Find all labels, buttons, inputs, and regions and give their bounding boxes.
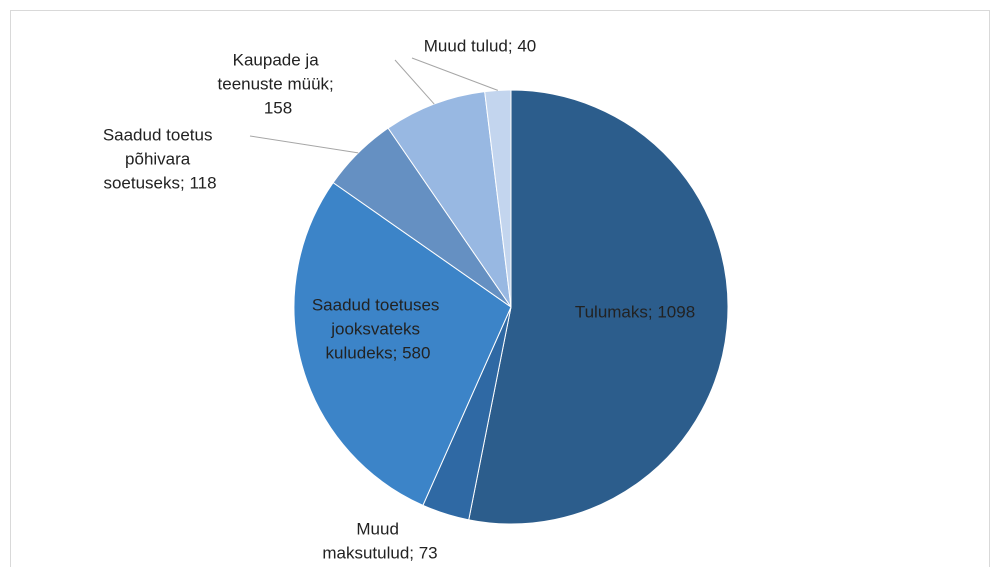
data-label: Muud maksutulud; 73 bbox=[322, 519, 437, 562]
data-label: Tulumaks; 1098 bbox=[575, 302, 695, 321]
data-label: Muud tulud; 40 bbox=[424, 36, 536, 55]
label-line: Muud tulud; 40 bbox=[424, 36, 536, 55]
data-label: Kaupade ja teenuste müük; 158 bbox=[218, 50, 339, 117]
label-line: 158 bbox=[264, 98, 292, 117]
label-line: Kaupade ja bbox=[233, 50, 324, 69]
leader-line bbox=[394, 59, 435, 105]
label-line: jooksvateks bbox=[330, 319, 425, 338]
label-line: kuludeks; 580 bbox=[326, 343, 431, 362]
data-label: Saadud toetuses jooksvateks kuludeks; 58… bbox=[312, 295, 444, 362]
label-line: Tulumaks; 1098 bbox=[575, 302, 695, 321]
label-line: teenuste müük; bbox=[218, 74, 339, 93]
pie-slice bbox=[387, 91, 512, 308]
leader-line bbox=[411, 57, 498, 91]
pie-slice bbox=[293, 181, 512, 506]
pie-slice bbox=[484, 89, 512, 308]
label-line: soetuseks; 118 bbox=[103, 173, 216, 192]
label-line: Muud bbox=[356, 519, 403, 538]
data-label: Saadud toetus põhivara soetuseks; 118 bbox=[103, 125, 217, 192]
leader-line bbox=[249, 135, 359, 154]
pie-slice bbox=[468, 89, 729, 525]
label-line: Saadud toetuses bbox=[312, 295, 444, 314]
label-line: maksutulud; 73 bbox=[322, 543, 437, 562]
label-line: põhivara bbox=[125, 149, 195, 168]
label-line: Saadud toetus bbox=[103, 125, 217, 144]
